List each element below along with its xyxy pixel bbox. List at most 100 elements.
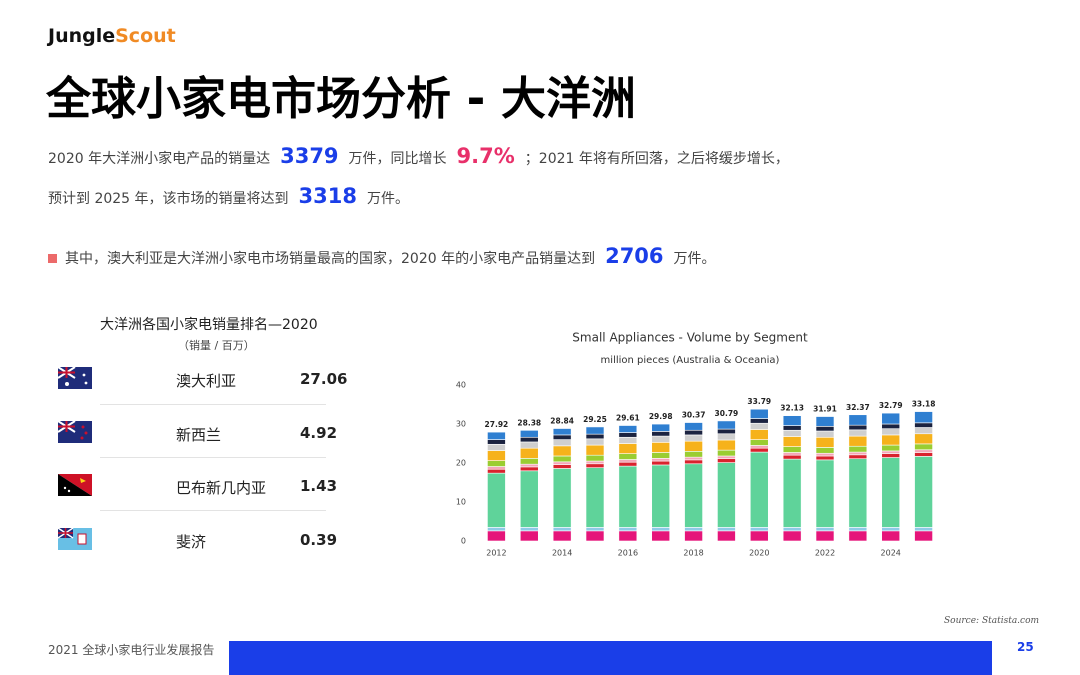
divider <box>100 510 326 511</box>
bar-segment <box>487 450 506 461</box>
x-tick-label: 2022 <box>815 549 835 558</box>
logo-left: Jungle <box>48 25 116 47</box>
bar-segment <box>881 530 901 542</box>
bar-segment <box>684 463 703 528</box>
x-tick-label: 2018 <box>683 549 703 558</box>
bar-segment <box>651 527 671 532</box>
bar-segment <box>618 453 638 460</box>
x-tick-label: 2016 <box>618 549 638 558</box>
bar-segment <box>815 416 835 427</box>
text: 2020 年大洋洲小家电产品的销量达 <box>48 151 271 167</box>
total-label: 32.13 <box>780 404 804 413</box>
bar-segment <box>684 459 703 465</box>
volume: 0.39 <box>300 531 338 549</box>
bar-segment <box>815 452 835 457</box>
bar-segment <box>618 459 638 463</box>
highlight: 2706 <box>605 244 664 268</box>
bar-segment <box>519 441 539 449</box>
bar-segment <box>585 467 605 528</box>
bar-segment <box>848 527 868 532</box>
bar-segment <box>684 440 703 452</box>
bar-segment <box>684 530 703 542</box>
country: 巴布新几内亚 <box>176 479 267 497</box>
bar-segment <box>585 438 605 446</box>
text: 万件。 <box>673 251 716 267</box>
bar-segment <box>585 454 605 462</box>
bar-segment <box>618 465 638 528</box>
bar-segment <box>651 452 671 459</box>
bar-segment <box>848 454 868 460</box>
bar-segment <box>552 527 572 532</box>
bar-segment <box>782 436 802 447</box>
bar-segment <box>717 428 736 435</box>
y-tick-label: 30 <box>456 420 466 429</box>
bar-segment <box>487 466 506 470</box>
bar-segment <box>914 456 933 528</box>
bar-segment <box>684 451 703 458</box>
bar-segment <box>881 453 901 458</box>
country: 斐济 <box>176 533 207 551</box>
bar-segment <box>717 420 736 430</box>
bar-segment <box>651 435 671 443</box>
bar-segment <box>487 527 506 532</box>
bar-segment <box>684 527 703 532</box>
bar-segment <box>519 436 539 443</box>
bar-segment <box>552 445 572 457</box>
bar-segment <box>519 463 539 468</box>
bar-segment <box>749 408 769 419</box>
text: 其中，澳大利亚是大洋洲小家电市场销量最高的国家，2020 年的小家电产品销量达到 <box>65 251 596 267</box>
bar-segment <box>782 429 802 437</box>
bar-segment <box>815 430 835 438</box>
bar-segment <box>782 530 802 542</box>
total-label: 30.37 <box>682 411 706 420</box>
bar-segment <box>618 432 638 438</box>
bar-segment <box>552 461 572 465</box>
total-label: 29.61 <box>616 414 640 423</box>
country: 澳大利亚 <box>176 372 237 390</box>
y-tick-label: 40 <box>456 381 466 390</box>
table-title: 大洋洲各国小家电销量排名—2020 <box>100 317 318 333</box>
total-label: 30.79 <box>715 409 739 418</box>
bar-segment <box>848 414 868 426</box>
bar-segment <box>815 436 835 448</box>
bar-segment <box>585 433 605 440</box>
bar-segment <box>914 527 933 532</box>
bar-segment <box>717 527 736 532</box>
bar-segment <box>552 455 572 463</box>
bar-segment <box>848 435 868 447</box>
bar-segment <box>651 530 671 542</box>
report-name: 2021 全球小家电行业发展报告 <box>48 643 215 657</box>
flag <box>58 421 92 443</box>
bar-segment <box>519 458 539 465</box>
bar-segment <box>717 458 736 463</box>
total-label: 29.98 <box>649 412 673 421</box>
bar-segment <box>881 450 901 454</box>
bar-segment <box>815 447 835 454</box>
bar-segment <box>487 472 506 528</box>
text: ；2021 年将有所回落，之后将缓步增长， <box>524 151 789 167</box>
bullet <box>48 254 57 263</box>
flag <box>58 528 92 550</box>
bar-segment <box>519 530 539 542</box>
text: 预计到 2025 年，该市场的销量将达到 <box>48 191 289 207</box>
bar-segment <box>487 443 506 451</box>
table-row: 斐济 0.39 <box>58 523 338 576</box>
bar-segment <box>749 527 769 532</box>
bar-segment <box>749 445 769 449</box>
chart-subtitle: million pieces (Australia & Oceania) <box>601 355 780 366</box>
bar-segment <box>585 527 605 532</box>
footer-bar <box>229 641 992 675</box>
bar-segment <box>519 466 539 472</box>
bar-segment <box>881 428 901 436</box>
bar-segment <box>782 425 802 431</box>
bar-segment <box>717 455 736 460</box>
source: Source: Statista.com <box>944 616 1040 626</box>
table-row: 新西兰 4.92 <box>58 416 338 469</box>
bar-segment <box>552 434 572 440</box>
bar-segment <box>585 463 605 468</box>
total-label: 27.92 <box>485 420 509 429</box>
table-row: 巴布新几内亚 1.43 <box>58 469 338 522</box>
bar-segment <box>519 527 539 532</box>
bar-segment <box>684 434 703 442</box>
bar-segment <box>717 439 736 451</box>
